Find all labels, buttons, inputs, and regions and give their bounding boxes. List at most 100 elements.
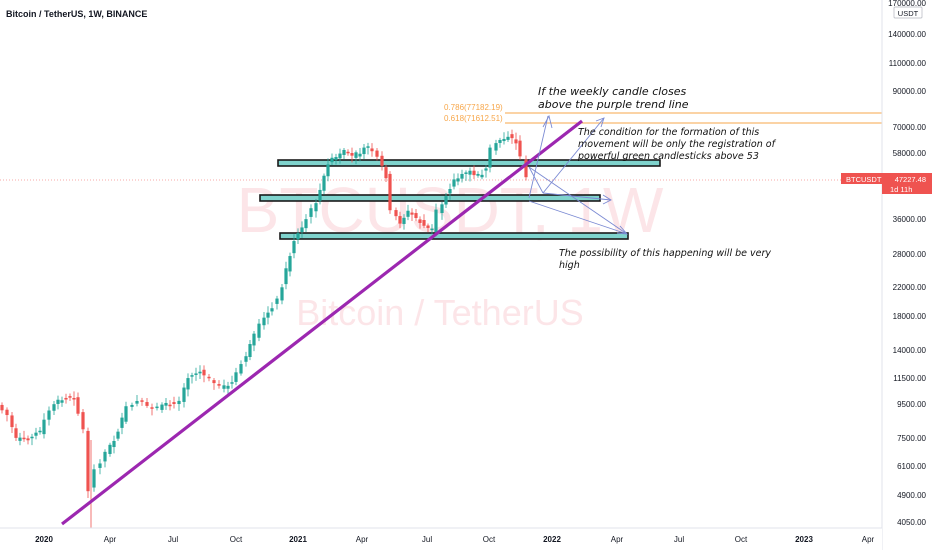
candle-body <box>275 298 279 304</box>
price-axis-label: 9500.00 <box>897 400 926 409</box>
time-axis-label: Jul <box>422 535 432 544</box>
bar-countdown: 1d 11h <box>890 185 912 194</box>
candle-body <box>384 167 388 179</box>
price-axis-label: 4050.00 <box>897 518 926 527</box>
candle-body <box>370 148 374 152</box>
candle-body <box>164 402 168 406</box>
candle-body <box>266 312 270 318</box>
candle-body <box>284 268 288 285</box>
candle-body <box>472 170 476 176</box>
time-axis-label: Apr <box>862 535 875 544</box>
candle-body <box>103 451 107 462</box>
candle-body <box>155 406 159 409</box>
candle-body <box>34 432 38 436</box>
candle-body <box>292 241 296 254</box>
candle-body <box>202 369 206 376</box>
candle-body <box>476 173 480 176</box>
time-axis-bg[interactable] <box>0 528 882 550</box>
last-price-value: 47227.48 <box>895 175 926 184</box>
price-axis-label: 70000.00 <box>893 123 927 132</box>
note-possibility-1: The possibility of this happening will b… <box>559 248 771 259</box>
candle-body <box>52 404 56 411</box>
currency-box[interactable] <box>893 6 923 19</box>
support-zone-lower[interactable] <box>279 232 629 240</box>
candle-body <box>145 402 149 406</box>
last-price-symbol: BTCUSDT <box>846 175 882 184</box>
time-axis-label: Jul <box>168 535 178 544</box>
candle-body <box>309 208 313 217</box>
price-axis-bg[interactable] <box>882 0 932 550</box>
candle-body <box>252 333 256 346</box>
candle-body <box>207 376 211 379</box>
candle-body <box>326 164 330 177</box>
candle-body <box>346 151 350 154</box>
candle-body <box>217 384 221 386</box>
candle-body <box>182 387 186 402</box>
candle-body <box>22 437 26 440</box>
candle-body <box>406 210 410 217</box>
arrow-right-path <box>542 192 612 201</box>
watermark-name: Bitcoin / TetherUS <box>296 292 583 333</box>
candle-body <box>56 399 60 404</box>
candle-body <box>120 417 124 428</box>
candle-body <box>518 140 522 157</box>
support-zone-middle[interactable] <box>259 194 601 202</box>
support-zone-upper[interactable] <box>277 159 661 167</box>
candle-body <box>116 431 120 439</box>
candle-body <box>76 397 80 414</box>
candle-body <box>434 209 438 233</box>
candle-body <box>248 344 252 358</box>
price-axis-label: 18000.00 <box>893 312 927 321</box>
price-axis-label: 110000.00 <box>889 59 927 68</box>
candle-body <box>108 444 112 454</box>
candle-body <box>444 196 448 205</box>
fib-label-618: 0.618(71612.51) <box>444 114 503 123</box>
candle-body <box>72 397 76 400</box>
candle-body <box>270 308 274 312</box>
candle-body <box>342 149 346 155</box>
candle-body <box>112 440 116 448</box>
candle-body <box>484 168 488 171</box>
candle-body <box>322 175 326 191</box>
price-axis-label: 140000.00 <box>888 30 926 39</box>
candle-body <box>92 469 96 488</box>
time-axis-label: Apr <box>104 535 117 544</box>
candle-body <box>418 219 422 223</box>
time-axis-label: Oct <box>230 535 243 544</box>
candle-body <box>226 385 230 389</box>
candle-body <box>480 174 484 178</box>
candle-body <box>26 438 30 441</box>
candle-body <box>47 410 51 420</box>
candle-body <box>42 419 46 435</box>
projection-arrows <box>528 114 629 235</box>
candle-body <box>30 436 34 439</box>
note-condition-1: The condition for the formation of this <box>578 127 759 138</box>
candle-body <box>239 364 243 374</box>
price-axis-label: 4900.00 <box>897 491 926 500</box>
candle-body <box>362 147 366 155</box>
candle-body <box>380 155 384 166</box>
candle-body <box>410 212 414 215</box>
candle-body <box>124 406 128 422</box>
time-axis-label: Jul <box>674 535 684 544</box>
candle-body <box>230 382 234 384</box>
time-axis-label: Apr <box>356 535 369 544</box>
candle-body <box>394 210 398 217</box>
candle-body <box>354 152 358 158</box>
candles-series <box>0 129 528 528</box>
candle-body <box>190 375 194 377</box>
candle-body <box>288 256 292 272</box>
candle-body <box>330 157 334 163</box>
candle-body <box>130 404 134 407</box>
candle-body <box>502 138 506 142</box>
symbol-header[interactable]: Bitcoin / TetherUS, 1W, BINANCE <box>6 9 147 19</box>
candle-body <box>338 153 342 159</box>
candle-body <box>440 204 444 214</box>
candle-body <box>296 233 300 240</box>
arrow-bull-path-1 <box>528 115 549 199</box>
purple-trend-line[interactable] <box>61 119 583 526</box>
candle-body <box>498 139 502 143</box>
candle-body <box>375 150 379 157</box>
